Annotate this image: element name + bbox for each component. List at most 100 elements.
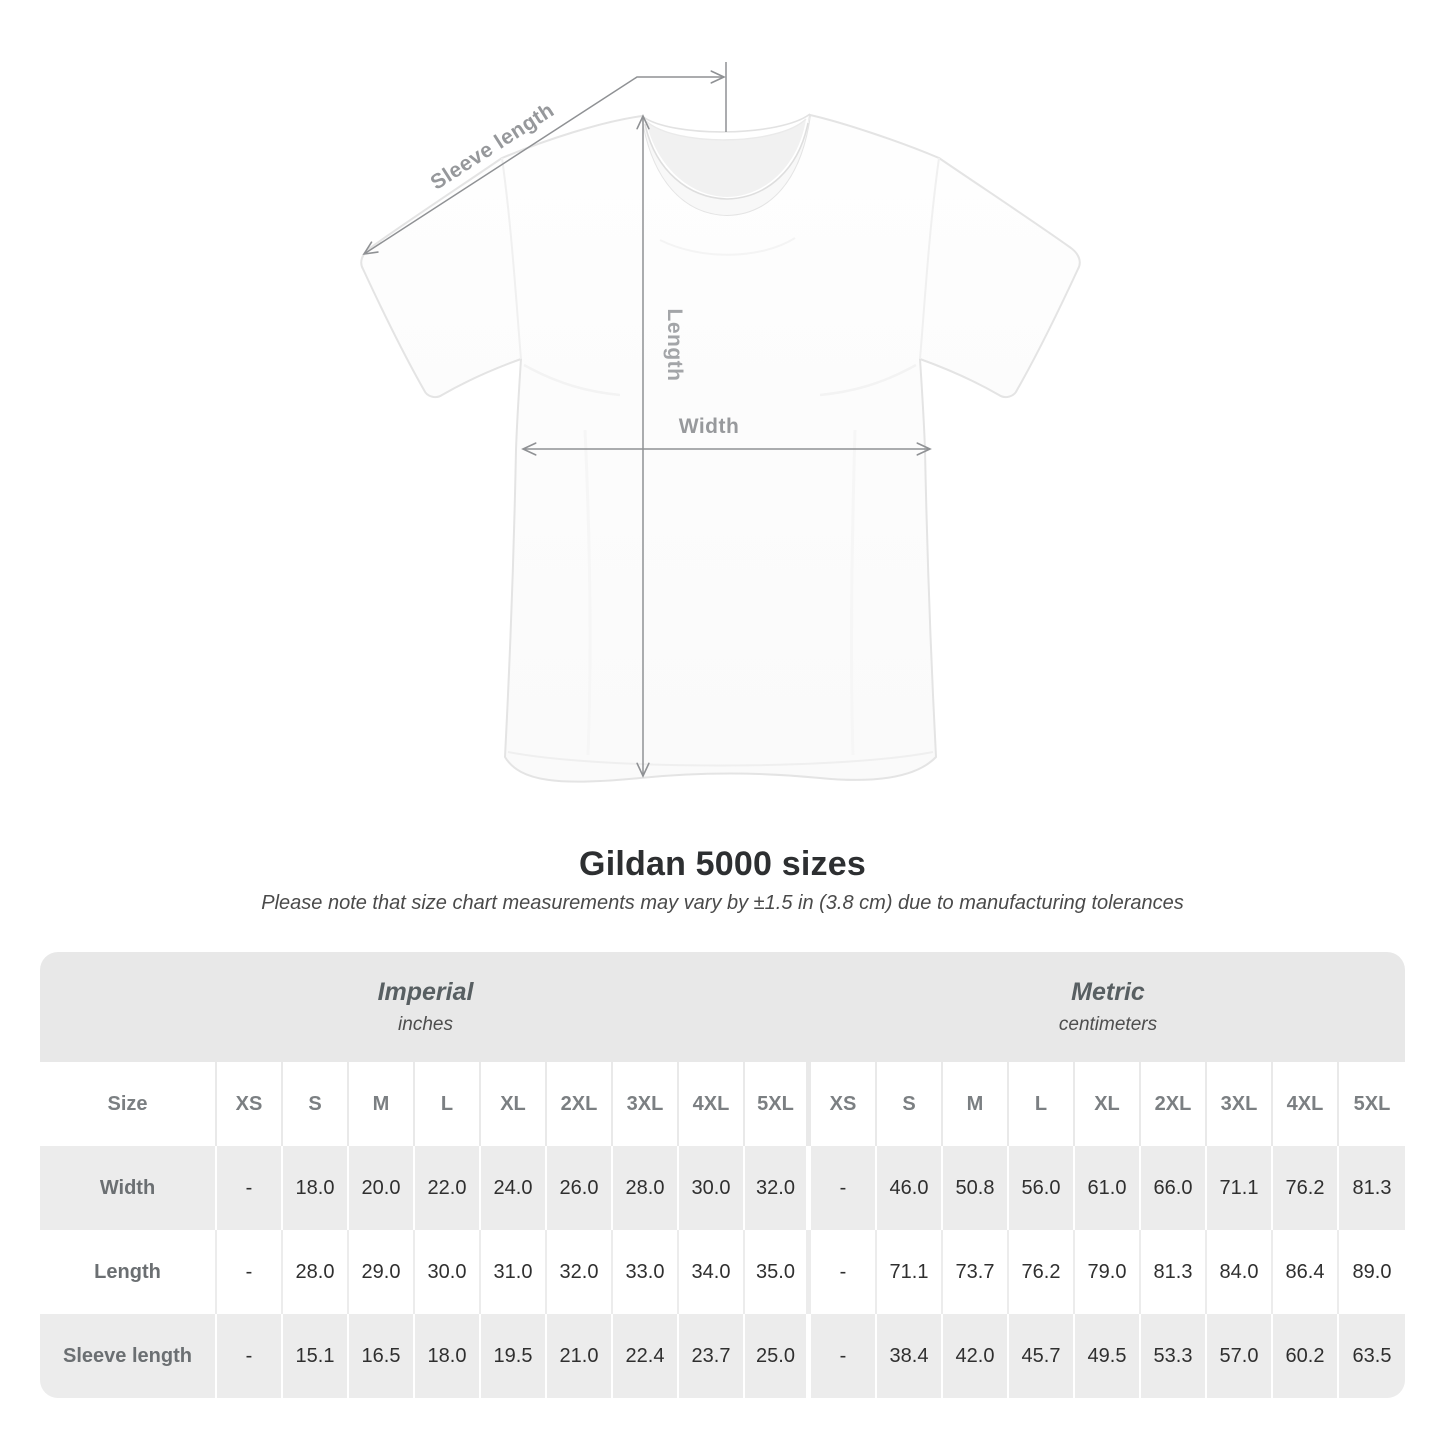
length-label: Length [663,309,686,382]
size-col-header-imperial-4xl: 4XL [679,1062,745,1146]
metric-group-label: Metric [1071,978,1145,1006]
value-cell: 57.0 [1207,1314,1273,1398]
value-cell: 71.1 [877,1230,943,1314]
size-col-header-metric-l: L [1009,1062,1075,1146]
value-cell: 38.4 [877,1314,943,1398]
measurement-row-length: Length -28.0 29.0 30.0 31.0 32.0 33.0 34.0 35.0-… [40,1230,1405,1314]
size-col-header-metric-4xl: 4XL [1273,1062,1339,1146]
value-cell: 26.0 [547,1146,613,1230]
tolerance-note: Please note that size chart measurements… [261,892,1184,914]
value-cell: 24.0 [481,1146,547,1230]
row-label: Sleeve length [40,1314,217,1398]
value-cell: 15.1 [283,1314,349,1398]
value-cell: 18.0 [283,1146,349,1230]
value-cell: 18.0 [415,1314,481,1398]
value-cell: 81.3 [1339,1146,1405,1230]
size-table-container: Imperial inches Metric centimeters Size X… [40,952,1405,1398]
imperial-group-label: Imperial [377,978,474,1006]
value-cell: 76.2 [1009,1230,1075,1314]
value-cell: 79.0 [1075,1230,1141,1314]
size-col-header-metric-m: M [943,1062,1009,1146]
measurement-row-sleeve-length: Sleeve length -15.1 16.5 18.0 19.5 21.0 22.4 23… [40,1314,1405,1398]
value-cell: 86.4 [1273,1230,1339,1314]
value-cell: 73.7 [943,1230,1009,1314]
tshirt-size-diagram: Sleeve length Length Width [360,62,1081,783]
size-table: Imperial inches Metric centimeters Size X… [40,952,1405,1398]
value-cell: 46.0 [877,1146,943,1230]
value-cell: 28.0 [283,1230,349,1314]
value-cell: 50.8 [943,1146,1009,1230]
value-cell: 76.2 [1273,1146,1339,1230]
value-cell: 34.0 [679,1230,745,1314]
collar-front-band [642,115,810,215]
value-cell: 61.0 [1075,1146,1141,1230]
value-cell: 22.4 [613,1314,679,1398]
size-col-header-metric-xl: XL [1075,1062,1141,1146]
measurement-row-width: Width -18.0 20.0 22.0 24.0 26.0 28.0 30.0 32.0-4… [40,1146,1405,1230]
size-col-header-imperial-xl: XL [481,1062,547,1146]
value-cell: 30.0 [679,1146,745,1230]
size-col-header-metric-5xl: 5XL [1339,1062,1405,1146]
metric-group-header: Metric centimeters [811,952,1405,1062]
value-cell: 71.1 [1207,1146,1273,1230]
unit-group-row: Imperial inches Metric centimeters [40,952,1405,1062]
imperial-group-unit: inches [398,1014,453,1035]
size-header-row: Size XS S M L XL 2XL 3XL 4XL 5XL XS S M L XL 2XL 3XL 4XL 5… [40,1062,1405,1146]
value-cell: 32.0 [745,1146,811,1230]
value-cell: 21.0 [547,1314,613,1398]
collar-interior-shadow [646,119,806,197]
size-column-header: Size [40,1062,217,1146]
size-col-header-imperial-3xl: 3XL [613,1062,679,1146]
value-cell: - [217,1314,283,1398]
value-cell: 53.3 [1141,1314,1207,1398]
size-col-header-imperial-5xl: 5XL [745,1062,811,1146]
value-cell: 22.0 [415,1146,481,1230]
size-col-header-metric-xs: XS [811,1062,877,1146]
value-cell: 32.0 [547,1230,613,1314]
value-cell: - [811,1230,877,1314]
value-cell: 35.0 [745,1230,811,1314]
size-col-header-imperial-xs: XS [217,1062,283,1146]
size-col-header-imperial-2xl: 2XL [547,1062,613,1146]
row-label: Width [40,1146,217,1230]
value-cell: 30.0 [415,1230,481,1314]
length-annotation: Length [636,114,686,778]
value-cell: 84.0 [1207,1230,1273,1314]
value-cell: - [217,1230,283,1314]
value-cell: 89.0 [1339,1230,1405,1314]
value-cell: 49.5 [1075,1314,1141,1398]
size-col-header-metric-2xl: 2XL [1141,1062,1207,1146]
size-col-header-imperial-l: L [415,1062,481,1146]
width-annotation: Width [521,415,932,456]
size-col-header-metric-3xl: 3XL [1207,1062,1273,1146]
value-cell: - [217,1146,283,1230]
value-cell: 19.5 [481,1314,547,1398]
value-cell: - [811,1146,877,1230]
width-label: Width [679,415,740,438]
value-cell: 60.2 [1273,1314,1339,1398]
value-cell: 45.7 [1009,1314,1075,1398]
value-cell: 23.7 [679,1314,745,1398]
tshirt-graphic [360,113,1081,783]
value-cell: 29.0 [349,1230,415,1314]
value-cell: - [811,1314,877,1398]
size-col-header-metric-s: S [877,1062,943,1146]
value-cell: 25.0 [745,1314,811,1398]
value-cell: 16.5 [349,1314,415,1398]
size-col-header-imperial-s: S [283,1062,349,1146]
value-cell: 63.5 [1339,1314,1405,1398]
size-col-header-imperial-m: M [349,1062,415,1146]
page-title: Gildan 5000 sizes [579,845,866,883]
metric-group-unit: centimeters [1058,1014,1158,1035]
value-cell: 20.0 [349,1146,415,1230]
imperial-group-header: Imperial inches [40,952,811,1062]
value-cell: 33.0 [613,1230,679,1314]
value-cell: 81.3 [1141,1230,1207,1314]
row-label: Length [40,1230,217,1314]
value-cell: 42.0 [943,1314,1009,1398]
value-cell: 31.0 [481,1230,547,1314]
value-cell: 66.0 [1141,1146,1207,1230]
value-cell: 56.0 [1009,1146,1075,1230]
value-cell: 28.0 [613,1146,679,1230]
